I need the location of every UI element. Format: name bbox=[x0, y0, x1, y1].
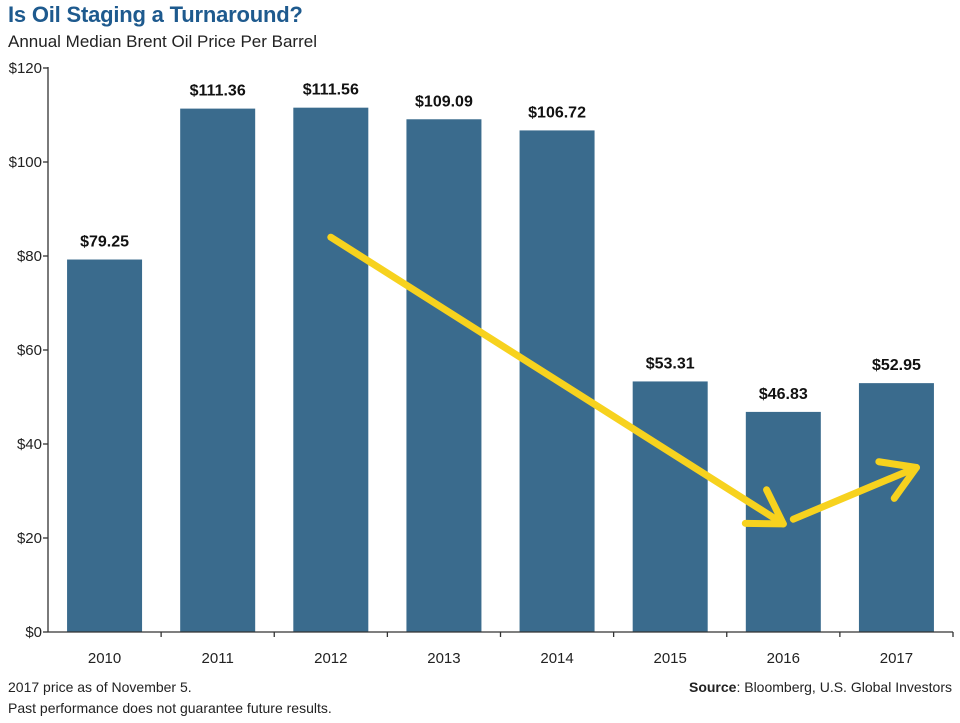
arrow-shaft bbox=[789, 464, 920, 523]
bars-group bbox=[67, 107, 934, 633]
data-label-2012: $111.56 bbox=[303, 82, 359, 99]
source-credit: Source: Bloomberg, U.S. Global Investors bbox=[689, 679, 952, 695]
footnote-disclaimer: Past performance does not guarantee futu… bbox=[8, 700, 332, 716]
axes-group: 2010 2011 2012 2013 2014 2015 2016 2017 $0 $20 $40… bbox=[9, 60, 954, 667]
data-label-2017: $52.95 bbox=[872, 357, 921, 374]
source-label: Source bbox=[688, 679, 737, 695]
x-tick-label-2011: 2011 bbox=[202, 650, 234, 667]
y-tick-label: $40 bbox=[17, 436, 42, 453]
chart-subtitle: Annual Median Brent Oil Price Per Barrel bbox=[8, 32, 317, 51]
data-label-2010: $79.25 bbox=[80, 234, 129, 251]
y-tick-label: $120 bbox=[9, 60, 42, 77]
data-labels-group: $79.25 $111.36 $111.56 $109.09 $106.72 $53.31… bbox=[80, 82, 921, 403]
bar-2011 bbox=[180, 108, 256, 632]
y-tick-label: $20 bbox=[17, 530, 42, 547]
chart-title: Is Oil Staging a Turnaround? bbox=[8, 2, 303, 27]
data-label-2014: $106.72 bbox=[528, 104, 586, 121]
footnote-date: 2017 price as of November 5. bbox=[8, 679, 192, 695]
data-label-2015: $53.31 bbox=[646, 355, 695, 372]
y-tick-label: $80 bbox=[17, 248, 42, 265]
trend-arrows-group bbox=[327, 233, 920, 528]
down-trend-arrow bbox=[327, 233, 787, 528]
bar-2010 bbox=[67, 259, 143, 632]
y-tick-label: $100 bbox=[9, 154, 42, 171]
bar-2013 bbox=[406, 119, 482, 633]
arrow-head bbox=[875, 458, 920, 502]
y-tick-label: $60 bbox=[17, 342, 42, 359]
data-label-2016: $46.83 bbox=[759, 386, 808, 403]
x-tick-label-2017: 2017 bbox=[880, 650, 913, 667]
x-tick-label-2014: 2014 bbox=[540, 650, 573, 667]
x-tick-label-2013: 2013 bbox=[427, 650, 460, 667]
bar-2012 bbox=[293, 107, 369, 633]
x-tick-label-2012: 2012 bbox=[314, 650, 347, 667]
arrow-head bbox=[741, 486, 787, 528]
bar-2017 bbox=[858, 383, 934, 632]
x-tick-label-2016: 2016 bbox=[767, 650, 800, 667]
up-trend-arrow bbox=[789, 458, 920, 523]
arrow-shaft bbox=[327, 233, 787, 528]
bar-2015 bbox=[632, 381, 708, 632]
y-tick-label: $0 bbox=[25, 624, 42, 641]
data-label-2011: $111.36 bbox=[190, 83, 246, 100]
source-text: : Bloomberg, U.S. Global Investors bbox=[736, 679, 952, 695]
x-tick-label-2015: 2015 bbox=[654, 650, 687, 667]
x-tick-label-2010: 2010 bbox=[88, 650, 121, 667]
data-label-2013: $109.09 bbox=[415, 93, 473, 110]
